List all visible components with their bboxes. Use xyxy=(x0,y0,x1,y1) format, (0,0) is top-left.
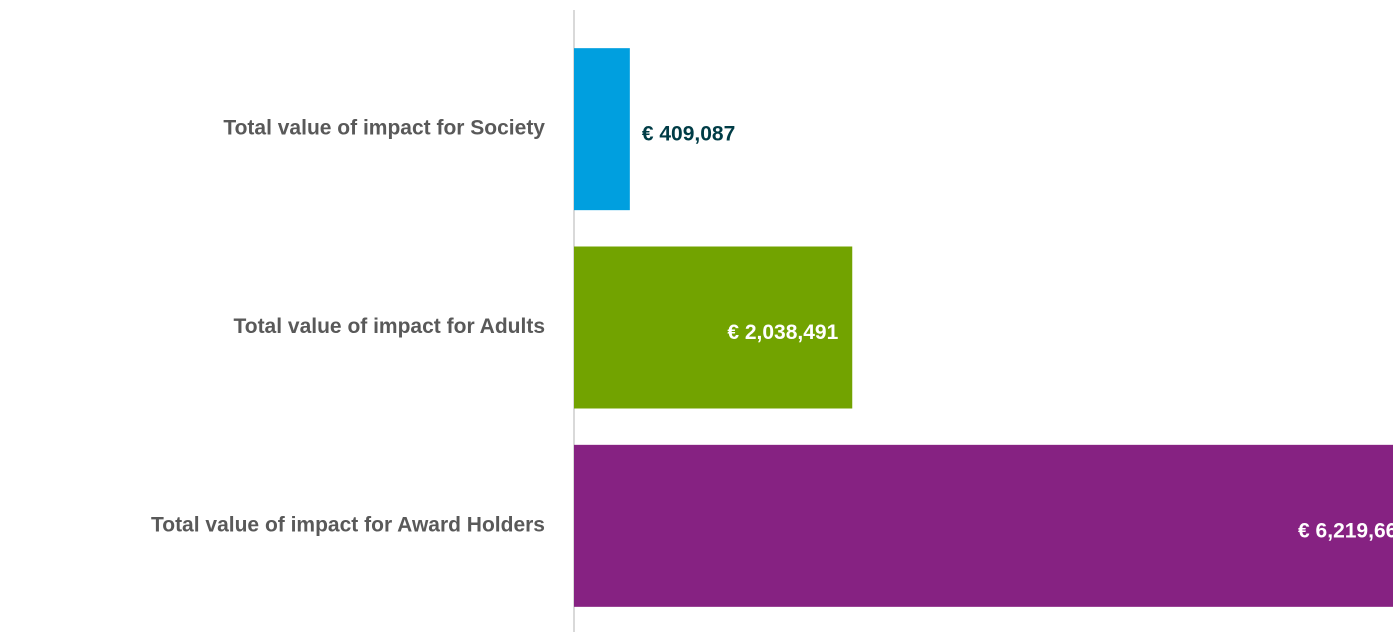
bar xyxy=(574,444,1393,607)
category-label: Total value of impact for Adults xyxy=(233,315,545,338)
value-label: € 409,087 xyxy=(642,123,735,146)
bar xyxy=(574,246,853,409)
value-label: € 2,038,491 xyxy=(727,321,838,344)
value-label: € 6,219,668 xyxy=(1298,519,1393,542)
category-label: Total value of impact for Award Holders xyxy=(151,513,545,536)
category-label: Total value of impact for Society xyxy=(223,117,545,140)
bar xyxy=(574,48,630,211)
